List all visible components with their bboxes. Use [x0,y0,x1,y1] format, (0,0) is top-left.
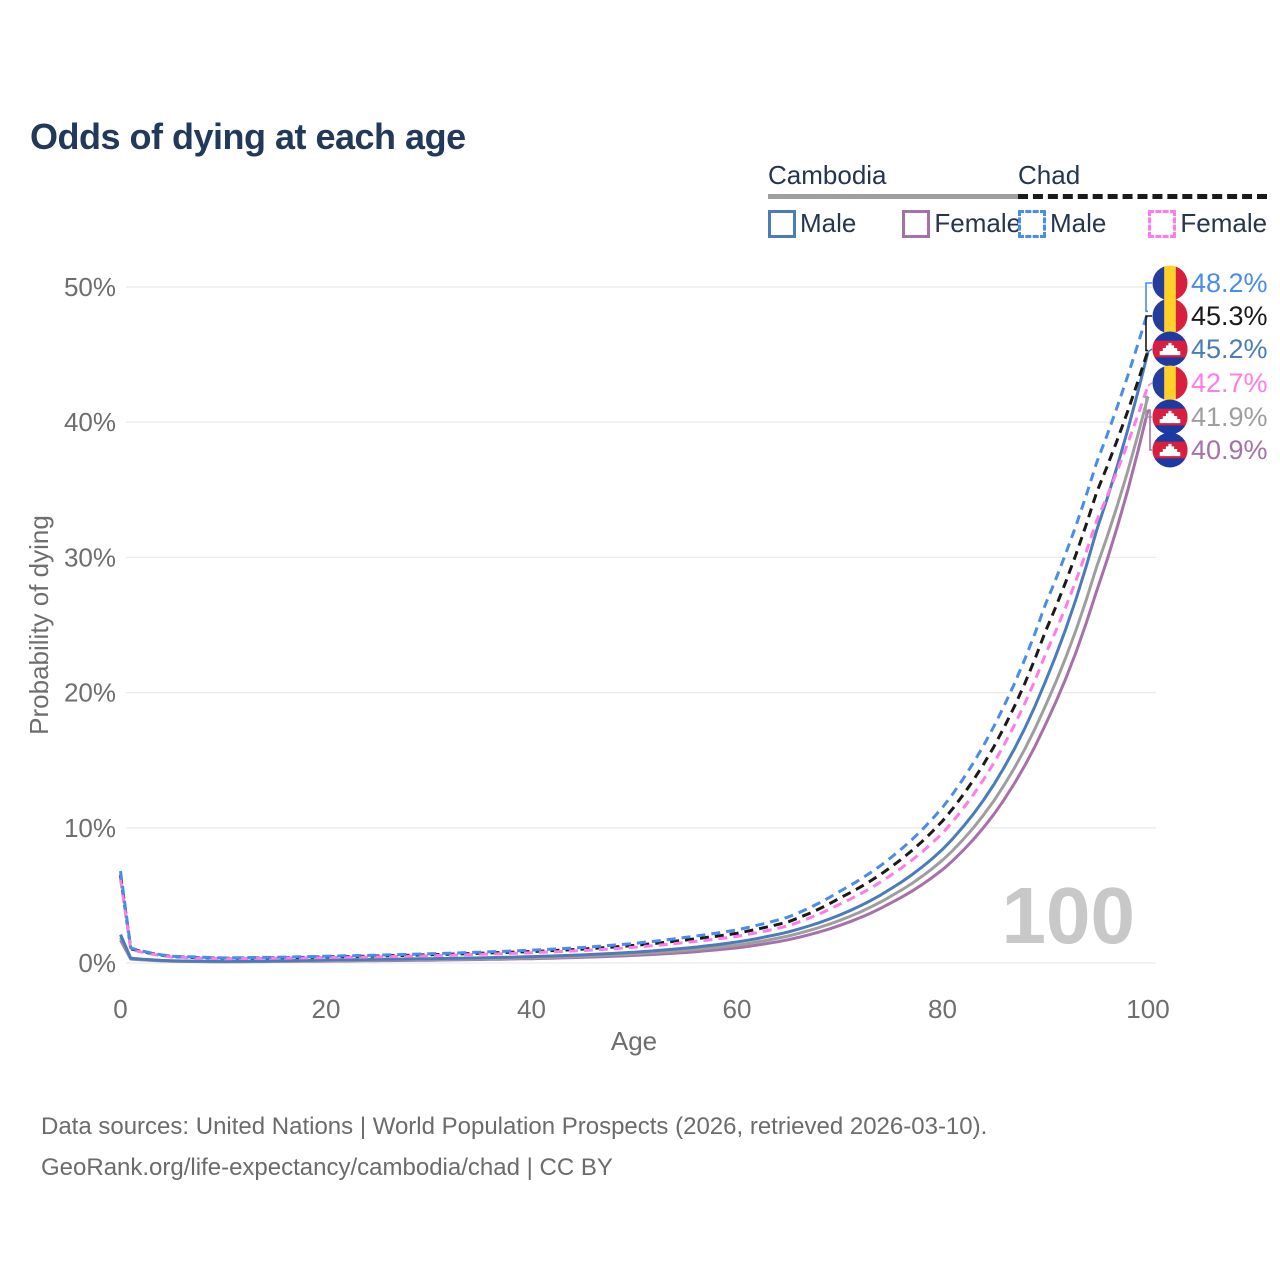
legend-chad: Chad Male Female [1018,160,1268,239]
cambodia-flag-icon [1152,432,1188,468]
end-value-label-chad-male: 48.2% [1191,268,1268,298]
cambodia-flag-icon [1152,331,1188,367]
x-tick-label: 80 [928,994,957,1024]
footer-data-sources: Data sources: United Nations | World Pop… [41,1113,988,1140]
x-tick-label: 60 [723,994,752,1024]
end-value-label-chad-both: 45.3% [1191,301,1268,331]
legend-swatch-cambodia-female[interactable] [902,209,931,238]
y-axis-title: Probability of dying [24,515,54,735]
end-label-connector-chad-female [1147,382,1153,387]
legend-chad-header[interactable]: Chad [1018,160,1081,190]
y-tick-label: 30% [64,542,116,572]
end-label-connector-chad-both [1145,315,1152,352]
end-value-label-chad-female: 42.7% [1191,368,1268,398]
end-value-label-cambodia-both: 41.9% [1191,402,1268,432]
page-title: Odds of dying at each age [30,116,466,158]
y-tick-label: 40% [64,407,116,437]
series-line-cambodia-both[interactable] [119,396,1150,964]
end-label-connector-cambodia-female [1148,409,1152,451]
legend-cambodia: Cambodia Male Female [768,160,1022,239]
hovered-age-watermark: 100 [1002,871,1135,960]
legend-label-chad-male[interactable]: Male [1050,208,1107,238]
x-tick-label: 100 [1126,994,1169,1024]
x-tick-label: 0 [113,994,127,1024]
end-label-connector-cambodia-male [1147,348,1153,353]
legend-label-cambodia-female[interactable]: Female [934,208,1022,238]
end-label-connector-chad-male [1145,282,1152,313]
x-tick-label: 40 [517,994,546,1024]
series-line-cambodia-female[interactable] [119,409,1150,964]
footer-attribution: GeoRank.org/life-expectancy/cambodia/cha… [41,1154,613,1181]
legend-cambodia-header[interactable]: Cambodia [768,160,887,190]
series-line-cambodia-male[interactable] [119,351,1150,963]
legend-label-chad-female[interactable]: Female [1180,208,1268,238]
footer: Data sources: United Nations | World Pop… [41,1106,987,1188]
series-line-chad-female[interactable] [119,385,1150,961]
end-value-label-cambodia-male: 45.2% [1191,334,1268,364]
y-tick-label: 20% [64,678,116,708]
chad-flag-icon [1152,365,1188,401]
end-label-connector-cambodia-both [1145,395,1152,418]
end-value-label-cambodia-female: 40.9% [1191,435,1268,465]
legend-label-cambodia-male[interactable]: Male [800,208,857,238]
y-tick-label: 50% [64,272,116,302]
chad-flag-icon [1152,298,1188,334]
legend-swatch-cambodia-male[interactable] [768,209,796,238]
cambodia-flag-icon [1152,399,1188,435]
series-line-chad-male[interactable] [119,310,1150,960]
series-line-chad-both[interactable] [119,350,1150,960]
chad-flag-icon [1152,265,1188,301]
legend-swatch-chad-female[interactable] [1148,209,1177,238]
y-tick-label: 10% [64,813,116,843]
y-tick-label: 0% [78,948,116,978]
x-tick-label: 20 [312,994,341,1024]
x-axis-title: Age [611,1026,657,1056]
legend-cambodia-underline [768,194,1022,199]
legend-swatch-chad-male[interactable] [1018,209,1046,238]
legend-chad-underline [1018,194,1268,199]
